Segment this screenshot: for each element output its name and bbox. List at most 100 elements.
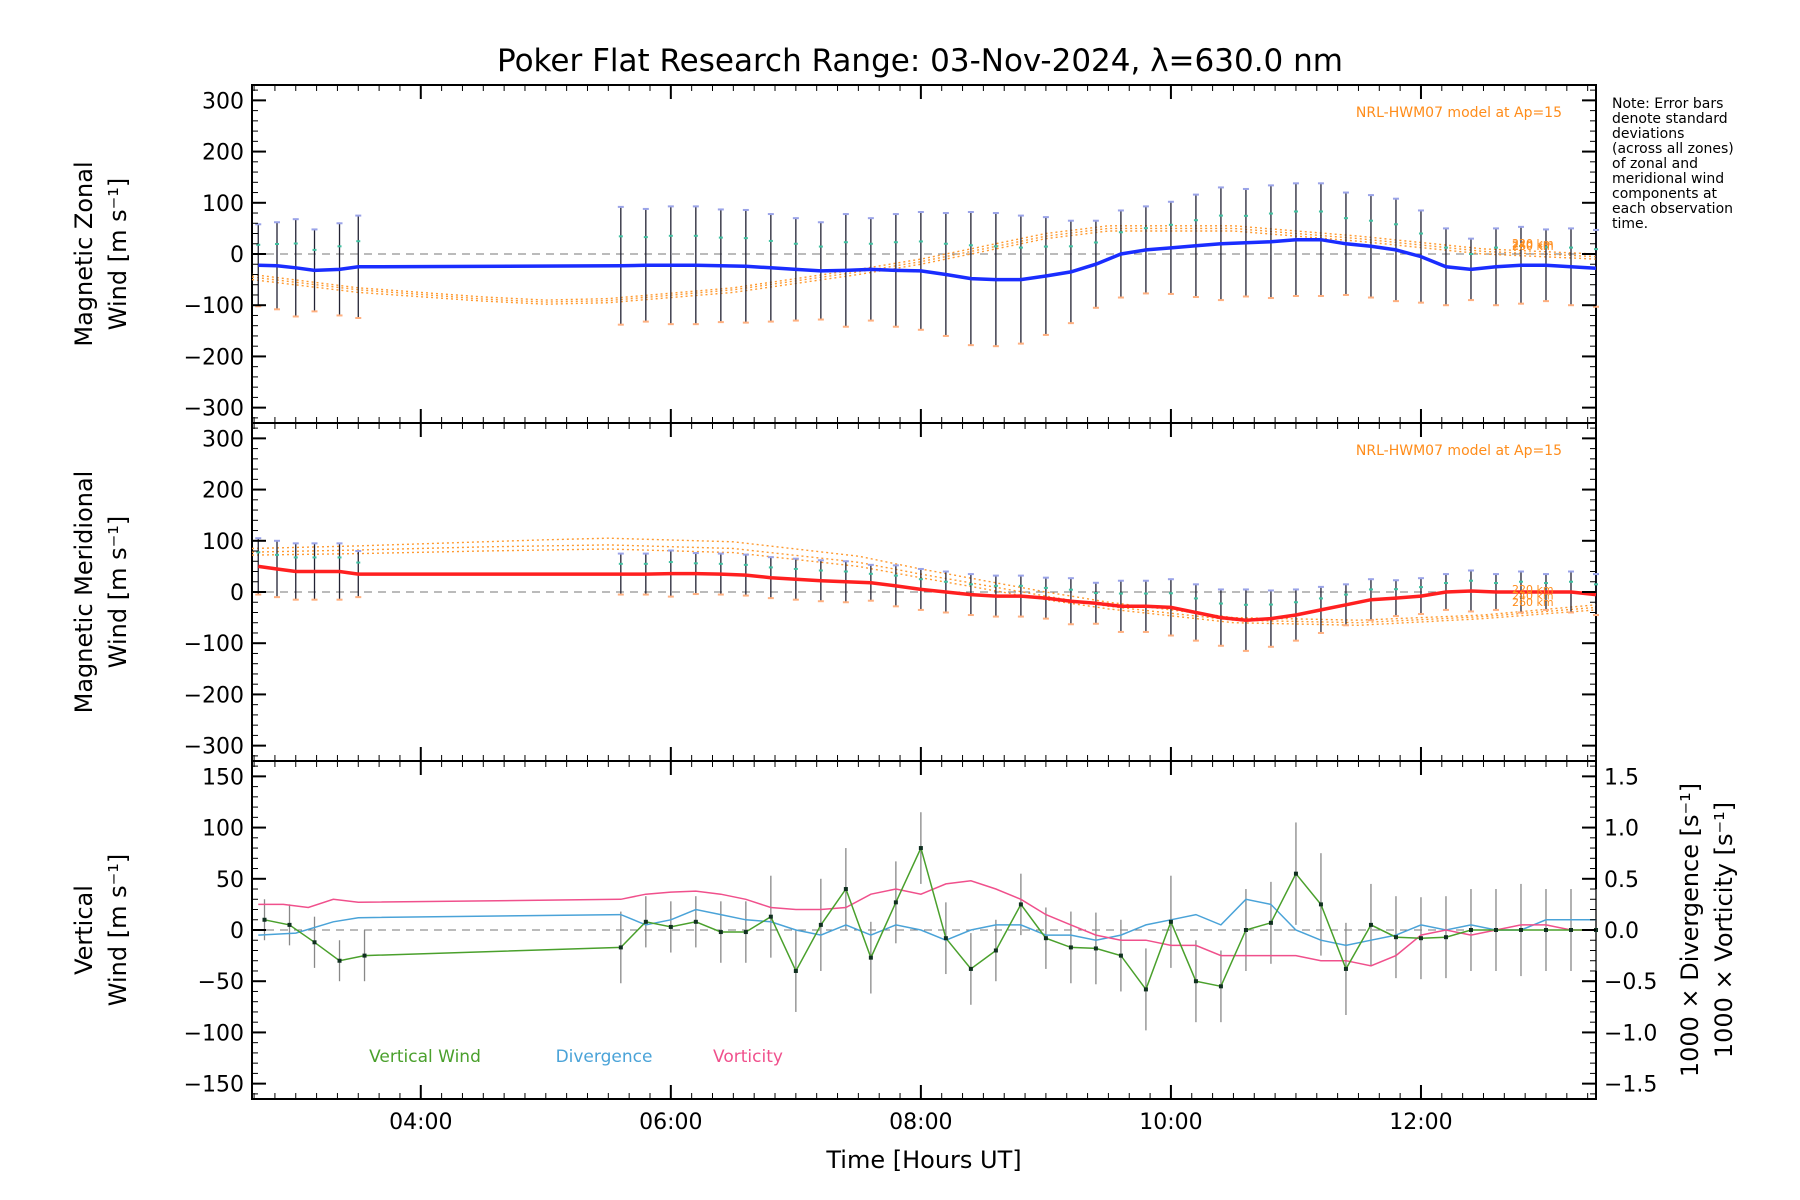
note-line: denote standard	[1612, 111, 1728, 127]
vertical-wind-point	[1093, 946, 1098, 951]
model-curve-260km	[251, 548, 1597, 627]
vertical-wind-axis-label: Wind [m s⁻¹]	[104, 854, 132, 1006]
y2-tick-label: −1.5	[1604, 1073, 1657, 1098]
model-curve-240km	[251, 227, 1597, 303]
y-tick-label: 0	[230, 581, 244, 606]
y-axis-label: Magnetic Zonal	[70, 161, 98, 346]
note-line: Note: Error bars	[1612, 96, 1723, 112]
legend-divergence: Divergence	[556, 1047, 653, 1067]
y-tick-label: −300	[184, 397, 244, 422]
y-axis-label: Wind [m s⁻¹]	[104, 178, 132, 330]
vertical-wind-point	[1118, 953, 1123, 958]
zonal-wind-line	[258, 237, 1597, 282]
vertical-wind-point	[262, 917, 267, 922]
vertical-wind-point	[1218, 984, 1223, 989]
vorticity-axis-label: 1000 × Vorticity [s⁻¹]	[1710, 802, 1738, 1058]
vertical-wind-point	[287, 922, 292, 927]
y-tick-label: −200	[184, 683, 244, 708]
note-line: each observation	[1612, 201, 1733, 217]
y-axis-label: Magnetic Meridional	[70, 471, 98, 714]
y-tick-label: 0	[230, 243, 244, 268]
y-tick-label: −150	[184, 1073, 244, 1098]
vertical-wind-point	[1518, 928, 1523, 932]
model-curve-220km	[251, 537, 1597, 621]
y-tick-label: −100	[184, 1021, 244, 1046]
vertical-wind-point	[918, 846, 923, 851]
vertical-wind-point	[1018, 902, 1023, 907]
y-tick-label: 100	[202, 192, 244, 217]
vertical-wind-point	[1368, 922, 1373, 927]
note-line: components at	[1612, 186, 1718, 202]
note-line: meridional wind	[1612, 171, 1724, 187]
vertical-wind-point	[1418, 936, 1423, 941]
vertical-wind-point	[337, 958, 342, 963]
y2-tick-label: 0.0	[1604, 919, 1639, 944]
model-curve-260km	[251, 225, 1597, 301]
y-tick-label: −50	[198, 970, 244, 995]
x-axis-label: Time [Hours UT]	[825, 1146, 1021, 1174]
note-line: (across all zones)	[1612, 141, 1734, 157]
y-tick-label: 200	[202, 479, 244, 504]
y-tick-label: 150	[202, 765, 244, 790]
vertical-wind-point	[818, 922, 823, 927]
vertical-panel: Vertical Wind Divergence Vorticity	[252, 812, 1598, 1067]
y-axis-label: Wind [m s⁻¹]	[104, 516, 132, 668]
vertical-wind-point	[1493, 928, 1498, 932]
x-tick-label: 06:00	[639, 1110, 702, 1135]
vertical-wind-point	[993, 948, 998, 953]
y2-tick-label: 1.5	[1604, 765, 1639, 790]
vertical-wind-point	[643, 919, 648, 924]
x-tick-label: 08:00	[889, 1110, 952, 1135]
y-tick-label: −300	[184, 735, 244, 760]
y-tick-label: 200	[202, 141, 244, 166]
divergence-line	[258, 898, 1596, 947]
vertical-wind-point	[1568, 928, 1573, 932]
y2-tick-label: 1.0	[1604, 817, 1639, 842]
altitude-label: 260 km	[1512, 596, 1554, 609]
legend-vorticity: Vorticity	[713, 1047, 783, 1067]
y2-tick-label: −0.5	[1604, 970, 1657, 995]
note-line: deviations	[1612, 126, 1684, 142]
vertical-wind-point	[843, 887, 848, 892]
vertical-wind-point	[1343, 966, 1348, 971]
vertical-wind-point	[1318, 902, 1323, 907]
vertical-wind-point	[893, 900, 898, 905]
vertical-wind-point	[968, 966, 973, 971]
vertical-wind-point	[718, 930, 723, 935]
vertical-wind-point	[618, 945, 623, 950]
altitude-label: 220 km	[1512, 583, 1554, 596]
divergence-axis-label: 1000 × Divergence [s⁻¹]	[1676, 783, 1704, 1077]
vertical-wind-point	[1393, 935, 1398, 940]
y-tick-label: 300	[202, 89, 244, 114]
y-tick-label: 0	[230, 919, 244, 944]
vertical-wind-point	[868, 955, 873, 960]
altitude-label: 260 km	[1512, 240, 1554, 253]
altitude-label: 240 km	[1512, 239, 1554, 252]
note-line: time.	[1612, 216, 1648, 232]
vertical-wind-point	[793, 968, 798, 973]
altitude-label: 220 km	[1512, 237, 1554, 250]
note-line: of zonal and	[1612, 156, 1698, 172]
y-tick-label: 50	[216, 868, 244, 893]
vertical-wind-point	[362, 953, 367, 958]
vorticity-line	[258, 880, 1596, 967]
vertical-wind-point	[668, 924, 673, 929]
vertical-wind-point	[768, 914, 773, 919]
vertical-wind-point	[1543, 928, 1548, 932]
y-tick-label: 300	[202, 427, 244, 452]
chart-title: Poker Flat Research Range: 03-Nov-2024, …	[497, 43, 1343, 79]
y-tick-label: 100	[202, 530, 244, 555]
vertical-wind-point	[1293, 871, 1298, 876]
vertical-wind-point	[1243, 928, 1248, 932]
y2-tick-label: 0.5	[1604, 868, 1639, 893]
model-label: NRL-HWM07 model at Ap=15	[1356, 443, 1562, 459]
y2-tick-label: −1.0	[1604, 1021, 1657, 1046]
altitude-label: 240 km	[1512, 589, 1554, 602]
legend-vertical-wind: Vertical Wind	[369, 1047, 481, 1067]
vertical-wind-point	[693, 919, 698, 924]
